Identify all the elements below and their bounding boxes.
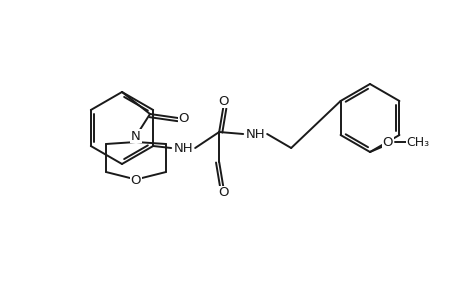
Text: O: O bbox=[218, 94, 228, 107]
Text: N: N bbox=[131, 130, 140, 142]
Text: O: O bbox=[218, 187, 228, 200]
Text: CH₃: CH₃ bbox=[406, 136, 429, 148]
Text: NH: NH bbox=[245, 128, 264, 140]
Text: O: O bbox=[130, 173, 141, 187]
Text: O: O bbox=[179, 112, 189, 124]
Text: NH: NH bbox=[173, 142, 193, 154]
Text: O: O bbox=[382, 136, 392, 148]
